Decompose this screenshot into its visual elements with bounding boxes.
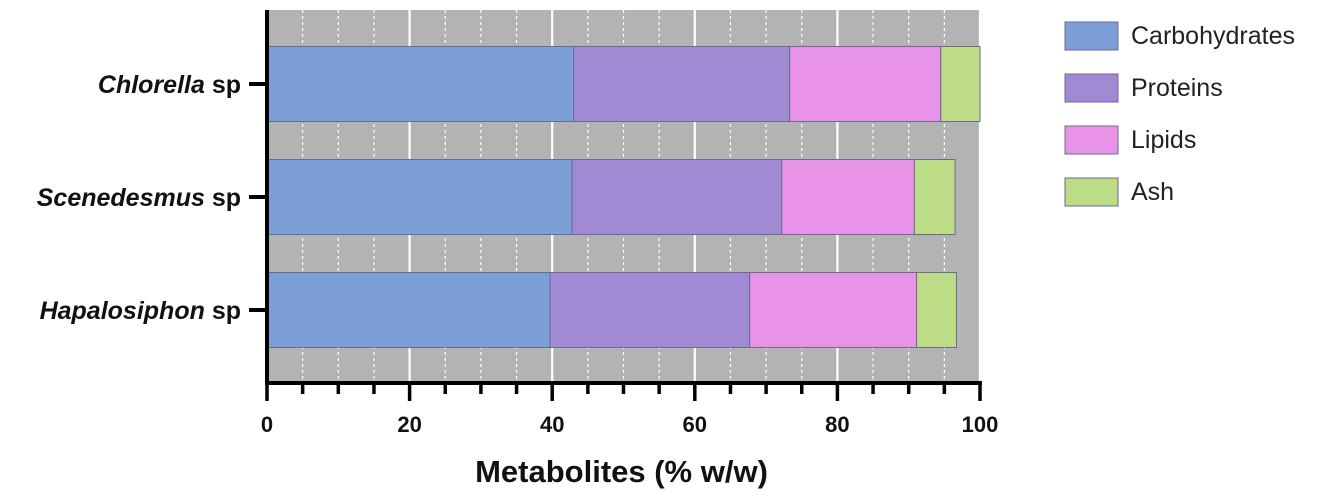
x-tick-label: 20 (397, 412, 421, 437)
legend-swatch-proteins (1064, 73, 1119, 103)
bar-carbohydrates-scenedesmus (266, 159, 573, 235)
y-category-label: Scenedesmus sp (37, 184, 241, 212)
bar-ash-scenedesmus (913, 159, 956, 235)
category-suffix: sp (205, 71, 241, 99)
legend-label-lipids: Lipids (1131, 126, 1196, 154)
bar-lipids-hapalosiphon (749, 272, 918, 348)
bar-carbohydrates-hapalosiphon (266, 272, 551, 348)
legend-label-ash: Ash (1131, 178, 1174, 206)
legend-label-carbohydrates: Carbohydrates (1131, 22, 1295, 50)
y-category-label: Chlorella sp (98, 71, 241, 99)
y-category-label: Hapalosiphon sp (40, 297, 241, 325)
bar-proteins-hapalosiphon (549, 272, 751, 348)
category-suffix: sp (205, 184, 241, 212)
category-genus: Hapalosiphon (40, 297, 205, 325)
legend-swatch-carbohydrates (1064, 21, 1119, 51)
x-tick-label: 0 (261, 412, 273, 437)
bar-ash-chlorella (940, 46, 981, 122)
x-tick-label: 40 (540, 412, 564, 437)
x-tick-label: 100 (962, 412, 999, 437)
bar-ash-hapalosiphon (916, 272, 957, 348)
bar-lipids-scenedesmus (781, 159, 915, 235)
bar-lipids-chlorella (789, 46, 942, 122)
x-tick-label: 80 (825, 412, 849, 437)
category-genus: Scenedesmus (37, 184, 205, 212)
legend-swatch-lipids (1064, 125, 1119, 155)
bars (266, 46, 981, 348)
legend-label-proteins: Proteins (1131, 74, 1223, 102)
x-tick-label: 60 (683, 412, 707, 437)
category-suffix: sp (205, 297, 241, 325)
legend: Carbohydrates Proteins Lipids Ash (1064, 21, 1295, 207)
x-axis-title: Metabolites (% w/w) (475, 454, 768, 489)
bar-proteins-scenedesmus (571, 159, 783, 235)
legend-swatch-ash (1064, 177, 1119, 207)
category-genus: Chlorella (98, 71, 205, 99)
bar-proteins-chlorella (573, 46, 791, 122)
bar-carbohydrates-chlorella (266, 46, 575, 122)
